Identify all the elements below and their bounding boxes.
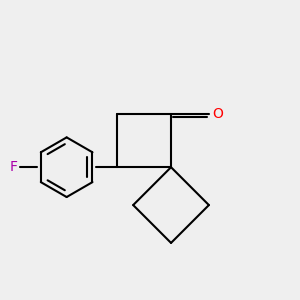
Text: F: F xyxy=(10,160,18,174)
Text: O: O xyxy=(212,107,223,121)
